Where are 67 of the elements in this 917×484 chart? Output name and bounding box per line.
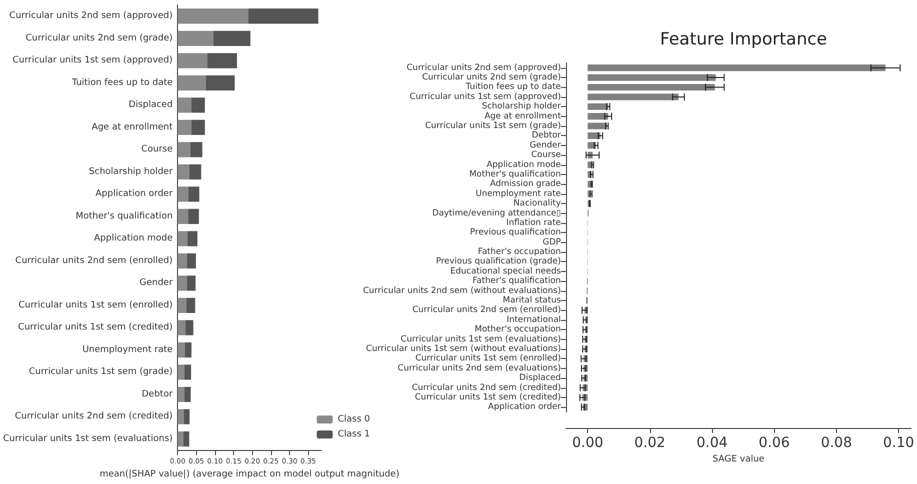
y-tick-label: Curricular units 1st sem (without evaluations)	[366, 344, 561, 354]
y-tick-label: Father's qualification	[472, 276, 561, 286]
y-tick-label: Gender	[139, 278, 173, 288]
chart-title: Feature Importance	[660, 30, 828, 50]
y-tick-label: Curricular units 1st sem (enrolled)	[18, 300, 173, 310]
y-tick-label: Course	[141, 144, 174, 155]
y-tick-label: Application order	[96, 189, 173, 200]
y-tick-label: Curricular units 2nd sem (credited)	[14, 412, 173, 422]
legend-label: Class 1	[338, 430, 370, 440]
x-tick-label: 0.10	[883, 435, 914, 451]
y-tick-label: Curricular units 1st sem (evaluations)	[3, 434, 173, 444]
y-tick-label: Mother's qualification	[76, 211, 173, 222]
y-tick-label: Mother's occupation	[474, 324, 561, 335]
y-tick-label: Educational special needs	[450, 266, 562, 276]
y-tick-label: Curricular units 1st sem (approved)	[12, 56, 173, 66]
y-tick-label: Tuition fees up to date	[70, 78, 174, 88]
x-tick-label: 0.08	[820, 435, 852, 451]
y-tick-label: Curricular units 2nd sem (approved)	[9, 11, 173, 22]
y-tick-label: GDP	[542, 237, 561, 248]
y-tick-label: Curricular units 2nd sem (approved)	[406, 62, 561, 73]
y-tick-label: Curricular units 1st sem (enrolled)	[415, 354, 561, 364]
y-tick-label: Daytime/evening attendance▯	[432, 208, 561, 218]
x-axis-title: SAGE value	[712, 454, 765, 464]
y-tick-label: Displaced	[519, 373, 561, 384]
y-tick-label: Scholarship holder	[88, 166, 173, 177]
y-tick-label: Mother's qualification	[469, 169, 561, 180]
y-tick-label: Gender	[530, 140, 562, 150]
y-tick-label: Debtor	[142, 389, 173, 400]
y-tick-label: Curricular units 2nd sem (without evaluations)	[362, 286, 561, 296]
x-tick-label: 0.04	[696, 435, 728, 451]
y-tick-label: Admission grade	[490, 179, 561, 190]
y-tick-label: Curricular units 1st sem (evaluations)	[400, 334, 561, 344]
x-axis-title: mean(|SHAP value|) (average impact on model output magnitude)	[100, 470, 400, 480]
y-tick-label: Nacionality	[513, 198, 561, 209]
y-tick-label: Curricular units 1st sem (grade)	[425, 121, 561, 132]
y-tick-label: Curricular units 2nd sem (grade)	[26, 33, 173, 44]
y-tick-label: Marital status	[502, 296, 562, 306]
x-tick-label: 0.06	[758, 435, 790, 451]
y-tick-label: Displaced	[128, 100, 173, 110]
y-tick-label: Tuition fees up to date	[464, 82, 561, 92]
y-tick-label: Curricular units 2nd sem (evaluations)	[398, 363, 561, 374]
y-tick-label: Curricular units 2nd sem (grade)	[422, 72, 561, 83]
x-tick-label: 0.02	[634, 435, 666, 451]
y-tick-label: Curricular units 1st sem (credited)	[18, 322, 173, 333]
legend-label: Class 0	[338, 414, 370, 424]
y-tick-label: Previous qualification	[470, 228, 561, 238]
y-tick-label: Inflation rate	[506, 218, 561, 228]
x-tick-label: 0.00	[572, 435, 604, 451]
y-tick-label: Age at enrollment	[484, 111, 562, 122]
y-tick-label: Previous qualification (grade)	[436, 256, 561, 267]
y-tick-label: Father's occupation	[478, 247, 561, 258]
y-tick-label: Curricular units 1st sem (grade)	[28, 367, 173, 378]
y-tick-label: Curricular units 2nd sem (enrolled)	[15, 256, 173, 266]
y-tick-label: Curricular units 2nd sem (enrolled)	[412, 305, 561, 316]
y-tick-label: Scholarship holder	[482, 102, 562, 112]
y-tick-label: Curricular units 1st sem (approved)	[410, 92, 561, 102]
y-tick-label: Unemployment rate	[476, 188, 561, 199]
y-tick-label: Debtor	[532, 130, 562, 141]
y-tick-label: International	[506, 314, 561, 325]
y-tick-label: Unemployment rate	[82, 344, 174, 355]
y-tick-label: Curricular units 1st sem (credited)	[414, 392, 561, 402]
y-tick-label: Application mode	[94, 234, 174, 244]
y-tick-label: Age at enrollment	[92, 122, 174, 132]
y-tick-label: Curricular units 2nd sem (credited)	[412, 382, 561, 393]
y-tick-label: Application order	[488, 402, 562, 412]
y-tick-label: Application mode	[486, 160, 561, 170]
y-tick-label: Course	[531, 150, 561, 160]
